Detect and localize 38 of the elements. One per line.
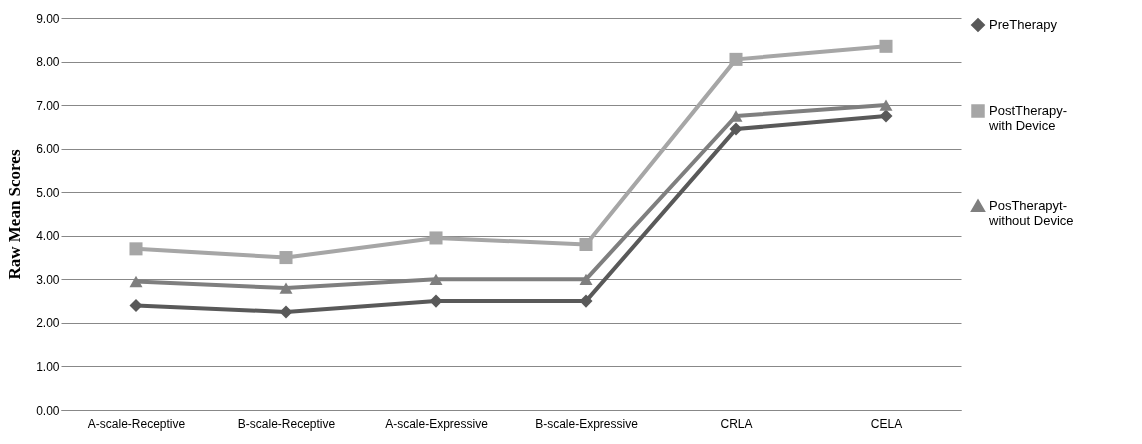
legend-label: PosTherapyt-without Device xyxy=(988,198,1074,228)
y-tick-label: 4.00 xyxy=(36,229,60,244)
legend-label: PostTherapy-with Device xyxy=(988,103,1068,133)
point xyxy=(279,251,293,265)
point xyxy=(879,109,893,123)
y-tick-label: 9.00 xyxy=(36,11,60,26)
point xyxy=(279,282,293,294)
point xyxy=(879,99,893,111)
y-tick-label: 2.00 xyxy=(36,316,60,331)
x-tick-label: A-scale-Expressive xyxy=(385,416,489,431)
point xyxy=(579,237,593,252)
x-tick-label: CRLA xyxy=(720,416,753,431)
point xyxy=(129,242,143,256)
point xyxy=(579,273,593,285)
point xyxy=(879,39,893,53)
point xyxy=(579,294,593,308)
x-tick-label: CELA xyxy=(870,416,903,431)
x-tick-label: B-scale-Receptive xyxy=(237,416,336,431)
point xyxy=(429,231,443,245)
y-tick-label: 7.00 xyxy=(36,98,60,113)
y-tick-label: 6.00 xyxy=(36,142,60,157)
point xyxy=(129,275,143,288)
point xyxy=(729,110,743,122)
point xyxy=(729,52,743,66)
y-tick-label: 5.00 xyxy=(36,185,60,200)
x-tick-label: A-scale-Receptive xyxy=(87,416,186,431)
x-tick-label: B-scale-Expressive xyxy=(535,416,639,431)
point xyxy=(279,305,293,319)
y-axis-title: Raw Mean Scores xyxy=(5,149,25,280)
point xyxy=(729,122,743,136)
y-tick-label: 3.00 xyxy=(36,272,60,287)
point xyxy=(129,298,143,312)
point xyxy=(429,294,443,308)
y-tick-label: 1.00 xyxy=(36,359,60,374)
legend-label: PreTherapy xyxy=(989,17,1058,32)
y-tick-label: 8.00 xyxy=(36,55,60,70)
point xyxy=(429,273,443,285)
y-tick-label: 0.00 xyxy=(36,403,60,418)
